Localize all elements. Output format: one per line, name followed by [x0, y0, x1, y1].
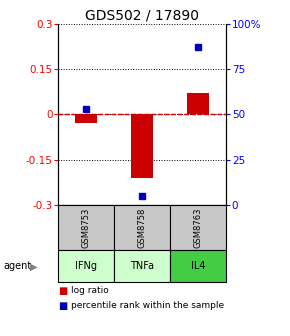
- Text: log ratio: log ratio: [71, 286, 109, 295]
- Text: ■: ■: [58, 286, 67, 296]
- Bar: [75, 114, 97, 123]
- Text: percentile rank within the sample: percentile rank within the sample: [71, 301, 224, 310]
- Text: TNFa: TNFa: [130, 261, 154, 271]
- Bar: [131, 114, 153, 178]
- Bar: [187, 93, 209, 114]
- Text: GSM8763: GSM8763: [194, 207, 203, 248]
- Text: ■: ■: [58, 301, 67, 311]
- Text: GSM8753: GSM8753: [81, 207, 90, 248]
- Text: GSM8758: GSM8758: [137, 207, 147, 248]
- Title: GDS502 / 17890: GDS502 / 17890: [85, 8, 199, 23]
- Text: IL4: IL4: [191, 261, 205, 271]
- Text: ▶: ▶: [30, 261, 37, 271]
- Text: IFNg: IFNg: [75, 261, 97, 271]
- Text: agent: agent: [3, 261, 31, 271]
